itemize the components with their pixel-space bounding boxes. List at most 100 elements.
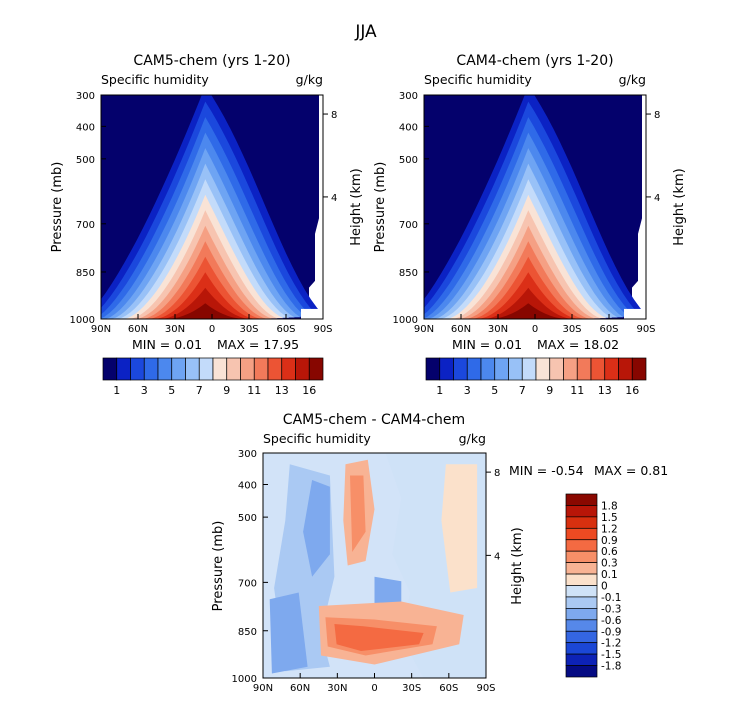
colorbar-swatch	[425, 357, 441, 381]
colorbar-label: -0.3	[601, 603, 622, 615]
y-axis-label: Pressure (mb)	[373, 162, 388, 253]
colorbar-swatch	[618, 357, 633, 381]
missing-data	[642, 95, 646, 219]
colorbar-label: 1	[436, 384, 443, 397]
min-value: MIN = -0.54	[509, 463, 584, 478]
colorbar: 1 3 5 7 9 11 13 16	[102, 357, 324, 397]
colorbar-swatch	[295, 357, 310, 381]
colorbar-swatch	[212, 357, 228, 381]
panel-cam4: CAM4-chem (yrs 1-20) Specific humidity g…	[373, 53, 687, 397]
colorbar-swatch	[590, 357, 606, 381]
x-tick-label: 60S	[599, 324, 618, 335]
contour-level	[159, 287, 249, 319]
colorbar-label: 1.5	[601, 512, 618, 524]
colorbar-label: 11	[247, 384, 261, 397]
y-axis-label: Pressure (mb)	[211, 521, 226, 612]
colorbar-swatch	[240, 357, 255, 381]
colorbar-swatch	[565, 562, 598, 575]
x-axis-ticks: 90N 60N 30N 0 30S 60S 90S	[414, 314, 656, 335]
y-tick-label: 850	[399, 268, 418, 279]
y-tick-label: 700	[238, 578, 257, 589]
panel-cam5: CAM5-chem (yrs 1-20) Specific humidity g…	[50, 53, 364, 397]
y-tick-label: 300	[76, 91, 95, 102]
colorbar-swatch	[521, 357, 537, 381]
colorbar-swatch	[549, 357, 564, 381]
y-tick-label: 500	[76, 155, 95, 166]
colorbar-swatch	[281, 357, 296, 381]
colorbar-swatch	[565, 596, 598, 609]
variable-label: Specific humidity	[424, 72, 532, 87]
figure-title: JJA	[354, 22, 377, 42]
colorbar-label: 9	[223, 384, 230, 397]
x-tick-label: 60S	[276, 324, 295, 335]
colorbar-swatch	[604, 357, 619, 381]
colorbar: 1.81.51.20.90.60.30.10-0.1-0.3-0.6-0.9-1…	[565, 493, 622, 678]
x-tick-label: 30S	[239, 324, 258, 335]
x-tick-label: 60N	[128, 324, 148, 335]
x-tick-label: 30N	[488, 324, 508, 335]
units-label: g/kg	[459, 431, 486, 446]
colorbar-swatch	[171, 357, 186, 381]
y-tick-label: 1000	[232, 674, 257, 685]
colorbar-label: 0.6	[601, 546, 618, 558]
colorbar-swatch	[143, 357, 159, 381]
colorbar-swatch	[565, 539, 598, 552]
colorbar-label: 7	[519, 384, 526, 397]
colorbar-swatch	[480, 357, 496, 381]
colorbar-swatch	[565, 665, 598, 678]
colorbar-label: -0.6	[601, 615, 622, 627]
y-tick-label: 500	[238, 513, 257, 524]
contour-fields	[101, 95, 323, 319]
right-tick-label: 4	[331, 193, 337, 204]
colorbar-swatch	[565, 642, 598, 655]
right-tick-label: 4	[654, 193, 660, 204]
colorbar: 1 3 5 7 9 11 13 16	[425, 357, 647, 397]
x-tick-label: 90N	[91, 324, 111, 335]
y-tick-label: 300	[399, 91, 418, 102]
colorbar-swatch	[563, 357, 578, 381]
missing-data	[624, 308, 646, 319]
x-axis-ticks: 90N 60N 30N 0 30S 60S 90S	[253, 673, 496, 694]
contour-level	[488, 303, 567, 319]
x-tick-label: 60S	[439, 683, 458, 694]
y-tick-label: 1000	[393, 315, 418, 326]
colorbar-swatch	[466, 357, 482, 381]
contour-level	[441, 464, 478, 593]
colorbar-swatch	[439, 357, 454, 381]
colorbar-swatch	[308, 357, 324, 381]
units-label: g/kg	[296, 72, 323, 87]
x-tick-label: 60N	[451, 324, 471, 335]
right-tick-label: 8	[494, 468, 500, 479]
colorbar-label: 0.3	[601, 558, 618, 570]
missing-data	[319, 95, 323, 219]
y-tick-label: 400	[399, 122, 418, 133]
colorbar-label: 11	[570, 384, 584, 397]
right-axis-ticks: 84	[646, 110, 660, 204]
contour-fields	[424, 95, 646, 319]
colorbar-label: -0.1	[601, 592, 622, 604]
colorbar-label: 16	[302, 384, 316, 397]
y-tick-label: 700	[76, 220, 95, 231]
colorbar-label: 5	[168, 384, 175, 397]
colorbar-label: 0	[601, 581, 608, 593]
colorbar-swatch	[198, 357, 214, 381]
colorbar-swatch	[185, 357, 200, 381]
right-axis-ticks: 84	[323, 110, 337, 204]
colorbar-swatch	[535, 357, 551, 381]
y-axis-ticks: 300 400 500 700 850 1000	[70, 91, 106, 326]
colorbar-swatch	[631, 357, 647, 381]
panel-title: CAM4-chem (yrs 1-20)	[456, 53, 613, 69]
min-value: MIN = 0.01	[452, 337, 522, 352]
colorbar-swatch	[508, 357, 523, 381]
x-tick-label: 90S	[476, 683, 495, 694]
panel-title: CAM5-chem - CAM4-chem	[283, 412, 465, 428]
panel-difference: CAM5-chem - CAM4-chem Specific humidity …	[211, 412, 668, 694]
x-tick-label: 90S	[313, 324, 332, 335]
colorbar-swatch	[565, 505, 598, 518]
missing-data	[301, 308, 323, 319]
contour-level	[303, 480, 330, 577]
colorbar-swatch	[116, 357, 131, 381]
x-tick-label: 30N	[165, 324, 185, 335]
right-axis-label: Height (km)	[510, 527, 525, 604]
